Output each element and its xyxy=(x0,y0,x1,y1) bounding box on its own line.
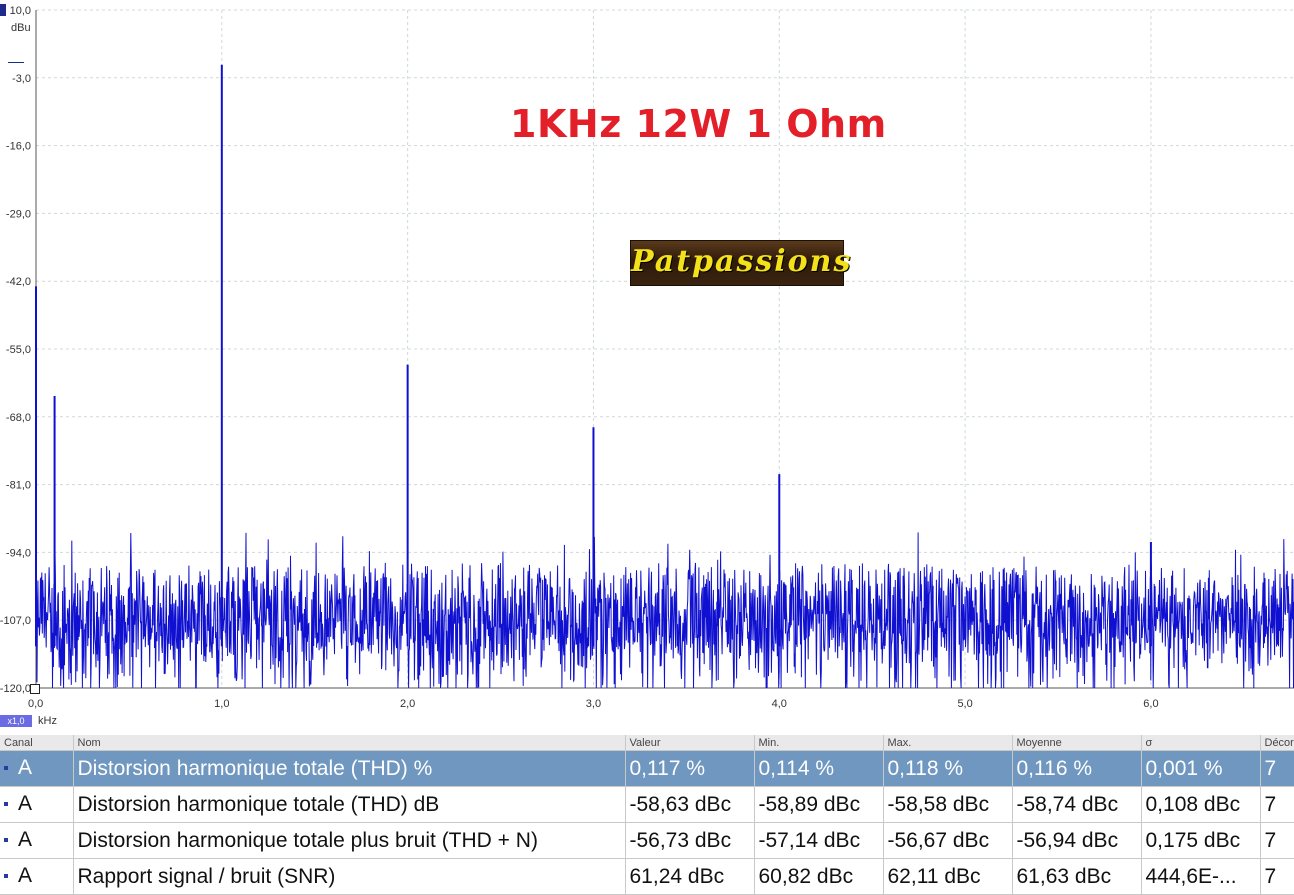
header-moyenne[interactable]: Moyenne xyxy=(1012,735,1142,751)
spectrum-plot[interactable]: 10,0 -3,0 -16,0 -29,0 -42,0 -55,0 -68,0 -81,0 -9… xyxy=(0,0,1294,735)
x-tick-label: 4,0 xyxy=(772,698,787,710)
x-tick-label: 5,0 xyxy=(957,698,972,710)
row-canal: A xyxy=(0,750,74,787)
spectrum-chart: 10,0 -3,0 -16,0 -29,0 -42,0 -55,0 -68,0 -81,0 -9… xyxy=(0,5,1294,710)
row-canal: A xyxy=(0,786,74,823)
table-row[interactable]: A Distorsion harmonique totale plus brui… xyxy=(0,822,1294,859)
y-axis-unit: dBu xyxy=(11,22,31,34)
x-tick-label: 1,0 xyxy=(214,698,229,710)
axis-ticks: 10,0 -3,0 -16,0 -29,0 -42,0 -55,0 -68,0 -81,0 -9… xyxy=(0,5,1159,710)
y-tick-label: -3,0 xyxy=(12,73,31,85)
row-max: -56,67 dBc xyxy=(883,822,1013,859)
row-decor: 7 xyxy=(1260,858,1294,895)
y-tick-label: -120,0 xyxy=(0,683,31,695)
header-decor[interactable]: Décor xyxy=(1260,735,1294,751)
table-header-row: Canal Nom Valeur Min. Max. Moyenne σ Déc… xyxy=(0,735,1294,751)
header-max[interactable]: Max. xyxy=(883,735,1013,751)
row-valeur: -56,73 dBc xyxy=(625,822,755,859)
header-valeur[interactable]: Valeur xyxy=(625,735,755,751)
y-tick-label: -81,0 xyxy=(6,480,31,492)
row-moyenne: -58,74 dBc xyxy=(1012,786,1142,823)
y-tick-label: 10,0 xyxy=(10,5,31,17)
row-moyenne: -56,94 dBc xyxy=(1012,822,1142,859)
zoom-level-badge[interactable]: x1,0 xyxy=(0,715,32,727)
row-min: -58,89 dBc xyxy=(754,786,884,823)
y-tick-label: -16,0 xyxy=(6,141,31,153)
x-tick-label: 2,0 xyxy=(400,698,415,710)
row-sigma: 0,001 % xyxy=(1141,750,1261,787)
y-tick-label: -29,0 xyxy=(6,208,31,220)
axis-corner-box[interactable] xyxy=(30,684,40,694)
row-decor: 7 xyxy=(1260,786,1294,823)
row-sigma: 0,175 dBc xyxy=(1141,822,1261,859)
row-valeur: 61,24 dBc xyxy=(625,858,755,895)
row-min: -57,14 dBc xyxy=(754,822,884,859)
table-row[interactable]: A Distorsion harmonique totale (THD) % 0… xyxy=(0,750,1294,787)
patpassions-logo: Patpassions xyxy=(630,240,853,286)
row-marker-icon xyxy=(4,802,8,806)
row-nom: Distorsion harmonique totale plus bruit … xyxy=(73,822,626,859)
y-tick-label: -42,0 xyxy=(6,276,31,288)
logo-text: Patpassions xyxy=(631,244,853,279)
row-decor: 7 xyxy=(1260,822,1294,859)
row-marker-icon xyxy=(4,874,8,878)
x-tick-label: 0,0 xyxy=(28,698,43,710)
row-nom: Rapport signal / bruit (SNR) xyxy=(73,858,626,895)
row-canal: A xyxy=(0,822,74,859)
row-marker-icon xyxy=(4,766,8,770)
y-tick-label: -94,0 xyxy=(6,547,31,559)
channel-a-reference-line xyxy=(8,62,24,63)
row-sigma: 0,108 dBc xyxy=(1141,786,1261,823)
measurements-table: Canal Nom Valeur Min. Max. Moyenne σ Déc… xyxy=(0,735,1294,895)
y-tick-label: -107,0 xyxy=(0,615,31,627)
spectrum-trace-group xyxy=(35,64,1294,689)
row-min: 60,82 dBc xyxy=(754,858,884,895)
table-row[interactable]: A Rapport signal / bruit (SNR) 61,24 dBc… xyxy=(0,858,1294,895)
header-canal[interactable]: Canal xyxy=(0,735,74,751)
row-marker-icon xyxy=(4,838,8,842)
x-tick-label: 3,0 xyxy=(586,698,601,710)
row-sigma: 444,6E-... xyxy=(1141,858,1261,895)
spectrum-trace xyxy=(35,532,1294,689)
x-axis-unit: kHz xyxy=(38,715,57,727)
row-valeur: -58,63 dBc xyxy=(625,786,755,823)
row-min: 0,114 % xyxy=(754,750,884,787)
x-tick-label: 6,0 xyxy=(1143,698,1158,710)
header-nom[interactable]: Nom xyxy=(73,735,626,751)
row-moyenne: 0,116 % xyxy=(1012,750,1142,787)
row-max: -58,58 dBc xyxy=(883,786,1013,823)
row-decor: 7 xyxy=(1260,750,1294,787)
y-tick-label: -55,0 xyxy=(6,344,31,356)
row-moyenne: 61,63 dBc xyxy=(1012,858,1142,895)
row-canal: A xyxy=(0,858,74,895)
table-row[interactable]: A Distorsion harmonique totale (THD) dB … xyxy=(0,786,1294,823)
y-tick-label: -68,0 xyxy=(6,412,31,424)
row-max: 62,11 dBc xyxy=(883,858,1013,895)
channel-a-marker[interactable] xyxy=(0,4,6,16)
row-valeur: 0,117 % xyxy=(625,750,755,787)
chart-title: 1KHz 12W 1 Ohm xyxy=(510,102,887,146)
row-nom: Distorsion harmonique totale (THD) % xyxy=(73,750,626,787)
row-max: 0,118 % xyxy=(883,750,1013,787)
row-nom: Distorsion harmonique totale (THD) dB xyxy=(73,786,626,823)
header-min[interactable]: Min. xyxy=(754,735,884,751)
header-sigma[interactable]: σ xyxy=(1141,735,1261,751)
